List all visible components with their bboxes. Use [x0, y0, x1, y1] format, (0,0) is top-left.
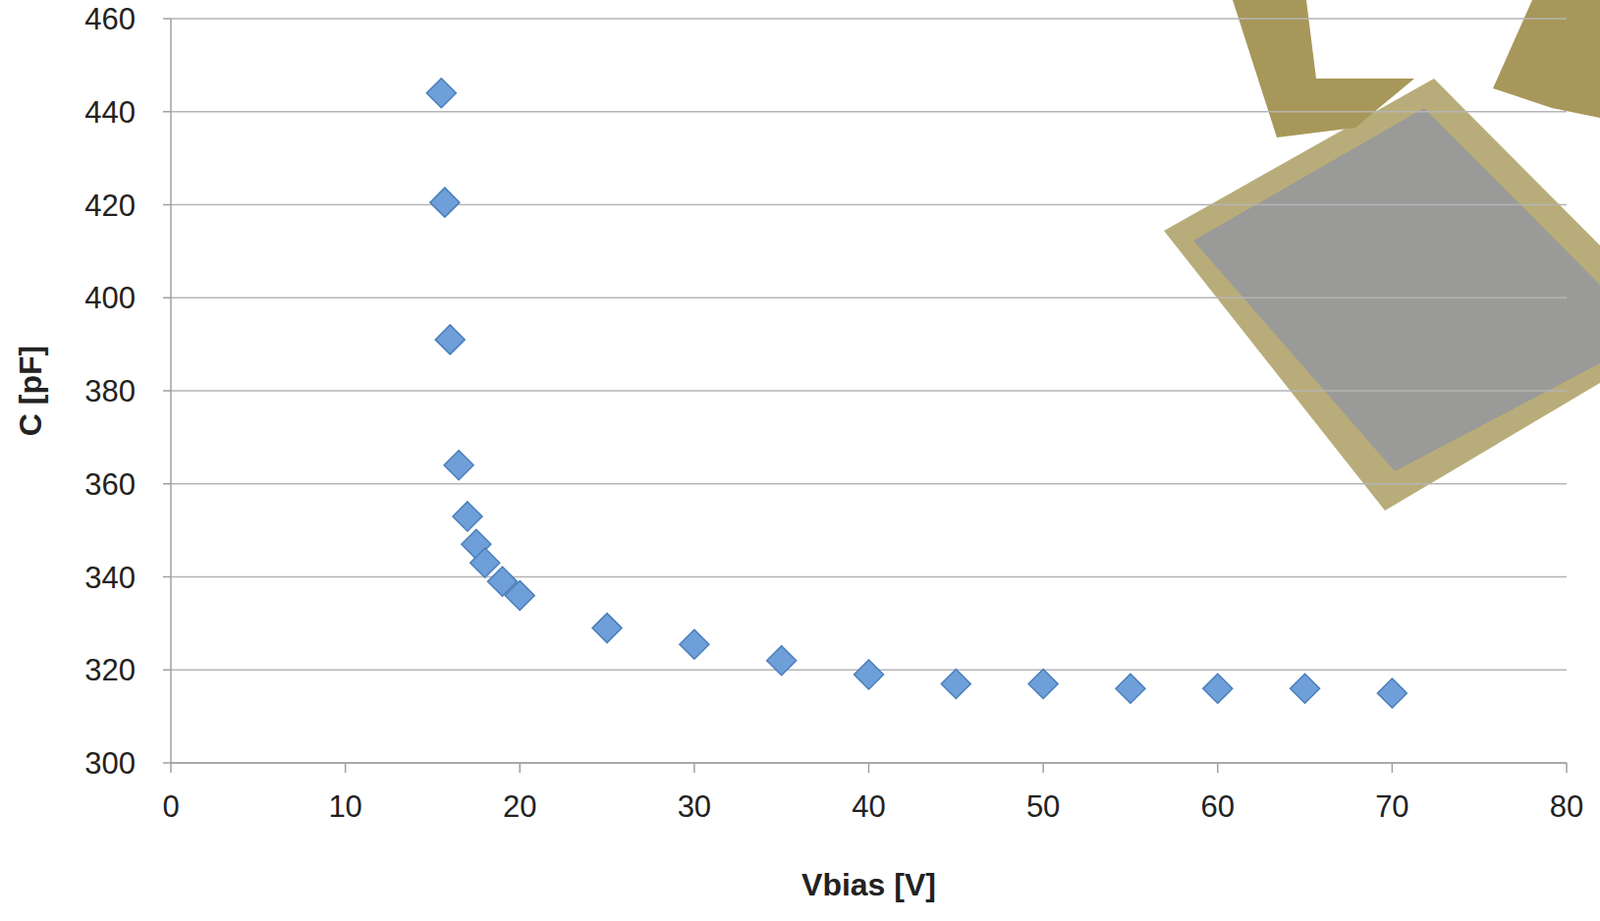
- x-tick-label: 60: [1201, 789, 1235, 825]
- photo-frame: [1163, 78, 1600, 511]
- y-axis-title: C [pF]: [12, 345, 49, 437]
- points: [426, 78, 1407, 709]
- y-tick-label: 440: [84, 95, 136, 130]
- y-tick: [163, 483, 171, 486]
- y-tick-label: 380: [84, 374, 136, 409]
- x-tick: [693, 763, 696, 773]
- photo: [1163, 0, 1600, 511]
- y-tick-label: 320: [84, 653, 136, 688]
- point: [1028, 668, 1058, 699]
- chart: 0 10 20 30 40 50 60 70 80 300 320 340 360 380 400 420 44…: [0, 0, 1600, 921]
- point: [430, 187, 460, 218]
- point: [504, 580, 535, 610]
- y-tick-label: 340: [84, 560, 136, 596]
- y-tick-label: 420: [84, 188, 136, 223]
- point: [1377, 678, 1407, 709]
- x-tick: [1391, 763, 1394, 773]
- x-axis-title: Vbias [V]: [801, 867, 937, 903]
- x-tick: [344, 763, 347, 773]
- x-tick-label: 20: [502, 789, 537, 825]
- point: [443, 450, 474, 481]
- x-tick-label: 80: [1549, 789, 1584, 825]
- y-tick-label: 400: [84, 280, 136, 316]
- y-tick: [163, 204, 171, 207]
- photo-cable: [1232, 0, 1415, 138]
- y-tick-label: 360: [84, 467, 136, 502]
- photo-sensor: [1193, 108, 1600, 472]
- point: [1203, 673, 1233, 704]
- grid-line: [170, 389, 1567, 392]
- x-tick-label: 10: [328, 789, 362, 825]
- x-tick: [868, 763, 871, 773]
- x-tick: [519, 763, 522, 773]
- point: [1115, 673, 1146, 704]
- point: [435, 325, 465, 355]
- y-tick: [163, 110, 171, 113]
- grid-line: [170, 17, 1567, 20]
- x-tick-label: 40: [851, 789, 885, 825]
- grid-line: [170, 110, 1567, 113]
- point: [767, 646, 797, 676]
- x-tick-label: 30: [677, 789, 712, 825]
- point: [592, 613, 622, 644]
- y-tick: [163, 576, 171, 579]
- grid-line: [170, 483, 1567, 486]
- y-tick: [163, 17, 171, 20]
- y-tick: [163, 297, 171, 300]
- y-tick-label: 300: [84, 746, 136, 781]
- grid-line: [170, 576, 1567, 579]
- point: [1290, 673, 1321, 704]
- x-tick: [1565, 763, 1568, 773]
- x-tick: [169, 763, 172, 773]
- grid-line: [170, 297, 1567, 300]
- point: [426, 78, 456, 109]
- point: [854, 660, 884, 690]
- y-tick: [163, 669, 171, 672]
- point: [452, 501, 483, 532]
- x-tick-label: 70: [1375, 789, 1409, 825]
- y-tick-label: 460: [84, 1, 136, 37]
- point: [679, 629, 710, 660]
- x-tick: [1042, 763, 1045, 773]
- photo-cable: [1492, 0, 1600, 118]
- y-tick: [163, 762, 171, 765]
- y-tick: [163, 389, 171, 392]
- grid-line: [170, 204, 1567, 207]
- point: [940, 668, 971, 699]
- x-tick-label: 0: [162, 789, 179, 825]
- x-tick-label: 50: [1026, 789, 1060, 825]
- x-tick: [1216, 763, 1219, 773]
